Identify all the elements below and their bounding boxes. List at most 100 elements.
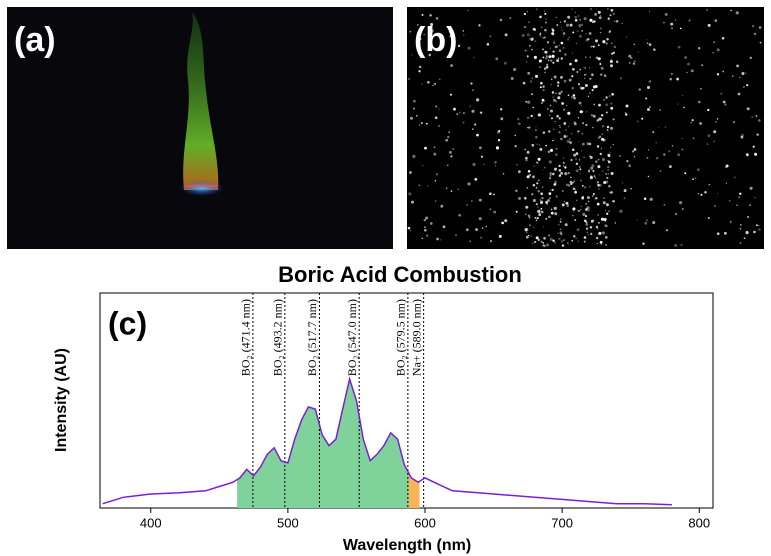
noise-dot bbox=[758, 225, 760, 227]
noise-dot bbox=[585, 227, 589, 230]
noise-dot bbox=[587, 170, 591, 173]
noise-dot bbox=[616, 60, 619, 63]
noise-dot bbox=[432, 84, 434, 87]
noise-dot bbox=[581, 142, 585, 146]
noise-dot bbox=[418, 124, 421, 126]
noise-dot bbox=[597, 10, 601, 14]
noise-dot bbox=[612, 51, 616, 54]
noise-dot bbox=[714, 19, 718, 22]
noise-dot bbox=[518, 122, 521, 126]
noise-dot bbox=[758, 26, 762, 29]
noise-dot bbox=[553, 98, 556, 102]
noise-dot bbox=[758, 228, 761, 231]
noise-dot bbox=[603, 218, 607, 221]
noise-dot bbox=[751, 116, 754, 119]
noise-dot bbox=[580, 208, 582, 211]
noise-dot bbox=[435, 17, 439, 20]
noise-dot bbox=[720, 92, 723, 95]
noise-dot bbox=[533, 240, 537, 244]
noise-dot bbox=[740, 224, 742, 226]
noise-dot bbox=[530, 235, 533, 237]
noise-dot bbox=[569, 180, 572, 184]
noise-dot bbox=[628, 164, 631, 167]
noise-dot bbox=[610, 102, 613, 105]
noise-dot bbox=[423, 33, 425, 36]
noise-dot bbox=[436, 237, 439, 241]
noise-dot bbox=[608, 185, 611, 188]
noise-dot bbox=[606, 212, 609, 215]
noise-dot bbox=[515, 210, 518, 213]
noise-dot bbox=[746, 84, 749, 87]
noise-dot bbox=[467, 182, 471, 186]
noise-dot bbox=[609, 14, 612, 17]
noise-dot bbox=[610, 172, 614, 175]
noise-dot bbox=[474, 123, 477, 126]
noise-dot bbox=[435, 173, 439, 176]
noise-dot bbox=[430, 22, 434, 27]
noise-dot bbox=[561, 102, 564, 105]
noise-dot bbox=[580, 179, 582, 182]
noise-dot bbox=[594, 84, 598, 89]
noise-dot bbox=[559, 228, 562, 230]
noise-dot bbox=[557, 81, 560, 84]
noise-dot bbox=[537, 238, 540, 242]
noise-dot bbox=[535, 186, 538, 189]
noise-dot bbox=[429, 14, 432, 17]
noise-dot bbox=[552, 61, 555, 64]
noise-dot bbox=[563, 239, 565, 242]
noise-dot bbox=[553, 183, 556, 186]
noise-dot bbox=[538, 179, 540, 181]
noise-dot bbox=[481, 227, 484, 229]
noise-dot bbox=[561, 203, 565, 207]
noise-dot bbox=[558, 49, 562, 52]
noise-dot bbox=[504, 219, 508, 223]
noise-dot bbox=[555, 147, 558, 150]
noise-dot bbox=[515, 189, 518, 193]
noise-dot bbox=[522, 81, 526, 85]
noise-dot bbox=[583, 236, 587, 239]
noise-dot bbox=[552, 239, 555, 242]
noise-dot bbox=[589, 77, 592, 80]
noise-dot bbox=[619, 209, 623, 213]
noise-dot bbox=[588, 91, 591, 95]
noise-dot bbox=[586, 111, 588, 113]
noise-dot bbox=[592, 195, 594, 197]
noise-dot bbox=[714, 120, 718, 123]
noise-dot bbox=[591, 89, 594, 92]
noise-dot bbox=[569, 23, 573, 27]
noise-dot bbox=[514, 134, 517, 137]
x-axis-label: Wavelength (nm) bbox=[343, 537, 471, 554]
noise-dot bbox=[684, 172, 687, 175]
noise-dot bbox=[597, 183, 600, 187]
noise-dot bbox=[628, 62, 631, 64]
noise-dot bbox=[563, 20, 567, 23]
noise-dot bbox=[549, 174, 552, 177]
noise-dot bbox=[589, 155, 591, 157]
noise-dot bbox=[448, 150, 452, 154]
noise-dot bbox=[757, 119, 761, 122]
noise-dot bbox=[701, 64, 704, 67]
noise-dot bbox=[677, 103, 679, 105]
noise-dot bbox=[425, 234, 429, 237]
noise-dot bbox=[572, 52, 574, 54]
noise-dot bbox=[630, 187, 632, 190]
noise-dot bbox=[559, 231, 562, 234]
noise-dot bbox=[583, 17, 587, 21]
noise-dot bbox=[523, 12, 527, 16]
noise-dot bbox=[669, 165, 672, 168]
noise-dot bbox=[563, 200, 565, 202]
noise-dot bbox=[571, 239, 574, 242]
noise-dot bbox=[736, 204, 738, 206]
noise-dot bbox=[541, 196, 544, 200]
noise-dot bbox=[587, 95, 590, 97]
noise-dot bbox=[525, 61, 527, 63]
annotation-label: Na+ (589.0 nm) bbox=[409, 299, 423, 376]
noise-dot bbox=[544, 21, 548, 24]
noise-dot bbox=[562, 108, 566, 111]
noise-dot bbox=[556, 114, 559, 118]
noise-dot bbox=[754, 197, 756, 199]
noise-dot bbox=[548, 234, 551, 237]
noise-dot bbox=[596, 202, 600, 206]
noise-dot bbox=[552, 139, 554, 142]
noise-dot bbox=[740, 135, 744, 139]
